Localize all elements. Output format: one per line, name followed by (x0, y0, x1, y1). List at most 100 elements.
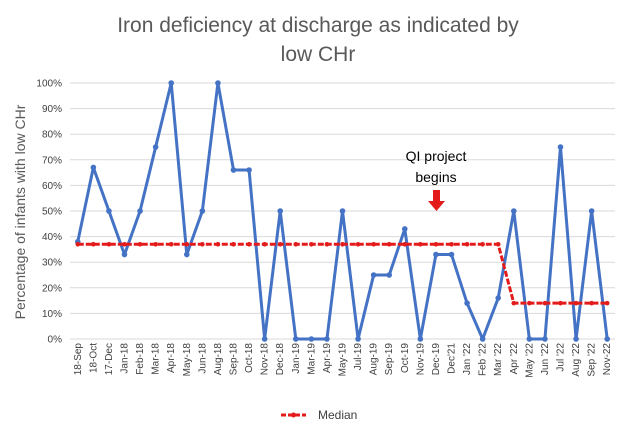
x-tick-label: Dec'21 (447, 343, 458, 374)
x-tick-label: Apr-18 (166, 343, 177, 373)
data-point (355, 336, 361, 342)
median-point (246, 241, 252, 247)
x-tick-label: Dec-19 (431, 343, 442, 376)
x-tick-label: 17-Dec (104, 343, 115, 375)
x-tick-label: Mar-19 (306, 343, 317, 375)
median-point (495, 241, 501, 247)
x-tick-label: Sep '22 (587, 343, 598, 377)
median-point (340, 241, 345, 247)
median-point (449, 241, 454, 247)
data-point (510, 208, 517, 214)
y-tick-label: 60% (42, 181, 62, 192)
data-point (292, 336, 299, 342)
median-point (573, 300, 579, 306)
median-point (231, 241, 236, 247)
median-point (324, 241, 330, 247)
x-tick-label: Aug-18 (213, 343, 224, 376)
data-point (90, 164, 97, 171)
data-point (308, 336, 315, 342)
median-point (137, 241, 143, 247)
x-axis-ticks: 18-Sep 18-Oct 17-Dec Jan-18 Feb-18 Mar-18 Apr-… (73, 343, 613, 378)
median-point (589, 300, 594, 306)
median-point (200, 241, 205, 247)
data-point (261, 336, 268, 342)
data-point (168, 80, 175, 86)
y-tick-label: 90% (42, 104, 62, 115)
data-point (588, 208, 595, 214)
data-point (401, 226, 408, 232)
median-point (106, 241, 112, 247)
median-point (511, 300, 517, 306)
data-point (246, 167, 252, 173)
y-tick-label: 100% (36, 79, 62, 90)
x-tick-label: Jan '22 (462, 343, 473, 375)
data-point (199, 208, 206, 214)
median-point (558, 300, 563, 306)
median-point (464, 241, 470, 247)
y-tick-label: 40% (42, 232, 62, 243)
data-point (370, 272, 377, 278)
x-tick-label: May '22 (524, 343, 535, 378)
data-point (152, 144, 159, 150)
data-point (106, 208, 112, 214)
median-point (604, 300, 610, 306)
median-point (418, 241, 423, 247)
legend-median-label: Median (318, 408, 357, 422)
y-axis-ticks: 0% 10% 20% 30% 40% 50% 60% 70% 80% 90% 100% (36, 79, 62, 346)
median-point (480, 241, 485, 247)
x-tick-label: Jun '22 (540, 343, 551, 375)
median-point (386, 241, 392, 247)
x-tick-label: 18-Sep (73, 343, 84, 376)
x-tick-label: Nov-19 (415, 343, 426, 376)
x-tick-label: Mar-18 (151, 343, 162, 375)
median-point (355, 241, 361, 247)
data-point (339, 208, 346, 214)
data-point (183, 251, 190, 258)
y-tick-label: 30% (42, 258, 62, 269)
data-point (542, 336, 548, 342)
series-line-median (77, 242, 608, 305)
median-point (527, 300, 532, 306)
x-tick-label: Feb '22 (478, 343, 489, 376)
legend: Median (281, 408, 357, 422)
chart-title-line-1: Iron deficiency at discharge as indicate… (117, 14, 519, 37)
chart-title-line-2: low CHr (281, 43, 356, 66)
x-tick-label: Oct-18 (244, 343, 255, 373)
legend-median-marker (291, 412, 296, 418)
median-point (371, 241, 376, 247)
median-point (402, 241, 408, 247)
x-tick-label: Apr-19 (322, 343, 333, 373)
data-point (215, 80, 221, 86)
median-point (153, 241, 158, 247)
x-tick-label: Jun-18 (197, 343, 208, 374)
annotation-line-2: begins (415, 169, 456, 185)
x-tick-label: Sep-18 (229, 343, 240, 376)
x-tick-label: Jul-19 (353, 343, 364, 371)
median-point (91, 241, 96, 247)
median-point (542, 300, 548, 306)
data-point (277, 208, 284, 214)
data-point (495, 295, 502, 301)
data-point (464, 300, 470, 306)
data-point (417, 336, 424, 342)
data-point (121, 251, 128, 258)
median-point (75, 241, 81, 247)
data-point (137, 208, 143, 214)
data-point (604, 336, 611, 342)
data-point (479, 336, 486, 342)
data-point (526, 336, 533, 342)
x-tick-label: Apr '22 (509, 343, 520, 375)
x-tick-label: May-19 (338, 343, 349, 377)
data-point (324, 336, 330, 342)
median-point (309, 241, 314, 247)
y-axis-label: Percentage of infants with low CHr (12, 104, 28, 319)
median-point (122, 241, 127, 247)
median-point (433, 241, 439, 247)
y-tick-label: 10% (42, 309, 62, 320)
median-point (277, 241, 283, 247)
y-tick-label: 80% (42, 130, 62, 141)
y-tick-label: 20% (42, 283, 62, 294)
data-point (230, 167, 237, 173)
x-tick-label: Dec-18 (275, 343, 286, 376)
x-tick-label: May-18 (182, 343, 193, 377)
